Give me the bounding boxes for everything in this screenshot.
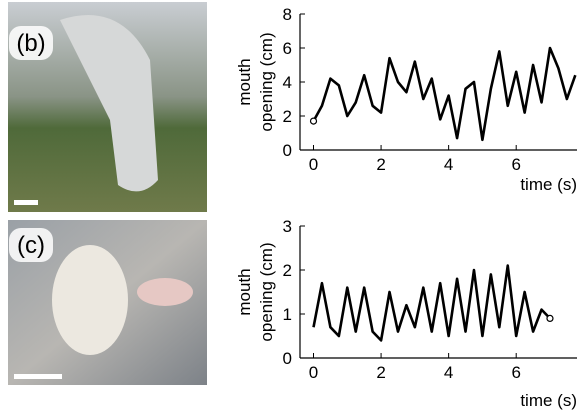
- y-tick-label: 0: [283, 141, 292, 160]
- y-axis-label: mouth: [235, 58, 254, 105]
- x-tick-label: 6: [511, 363, 520, 382]
- x-tick-label: 0: [309, 363, 318, 382]
- y-axis-label: opening (cm): [257, 32, 276, 131]
- y-axis-label: mouth: [235, 268, 254, 315]
- y-axis-label: opening (cm): [257, 242, 276, 341]
- y-tick-label: 0: [283, 349, 292, 368]
- panel-label: (b): [16, 30, 45, 57]
- y-tick-label: 1: [283, 305, 292, 324]
- y-tick-label: 8: [283, 5, 292, 24]
- figure: (b) (c) 024680246time (s)mouthopening (c…: [0, 0, 579, 416]
- end-marker: [547, 315, 553, 321]
- x-tick-label: 6: [511, 155, 520, 174]
- panel-label: (c): [17, 232, 45, 259]
- end-marker: [311, 118, 317, 124]
- x-tick-label: 2: [376, 363, 385, 382]
- x-tick-label: 2: [376, 155, 385, 174]
- y-tick-label: 2: [283, 107, 292, 126]
- y-tick-label: 2: [283, 261, 292, 280]
- y-tick-label: 6: [283, 39, 292, 58]
- x-axis-label: time (s): [520, 391, 577, 410]
- x-tick-label: 0: [309, 155, 318, 174]
- x-tick-label: 4: [444, 363, 453, 382]
- y-tick-label: 3: [283, 217, 292, 236]
- data-line: [314, 48, 576, 140]
- x-tick-label: 4: [444, 155, 453, 174]
- x-axis-label: time (s): [520, 175, 577, 194]
- data-line: [314, 266, 550, 341]
- y-tick-label: 4: [283, 73, 292, 92]
